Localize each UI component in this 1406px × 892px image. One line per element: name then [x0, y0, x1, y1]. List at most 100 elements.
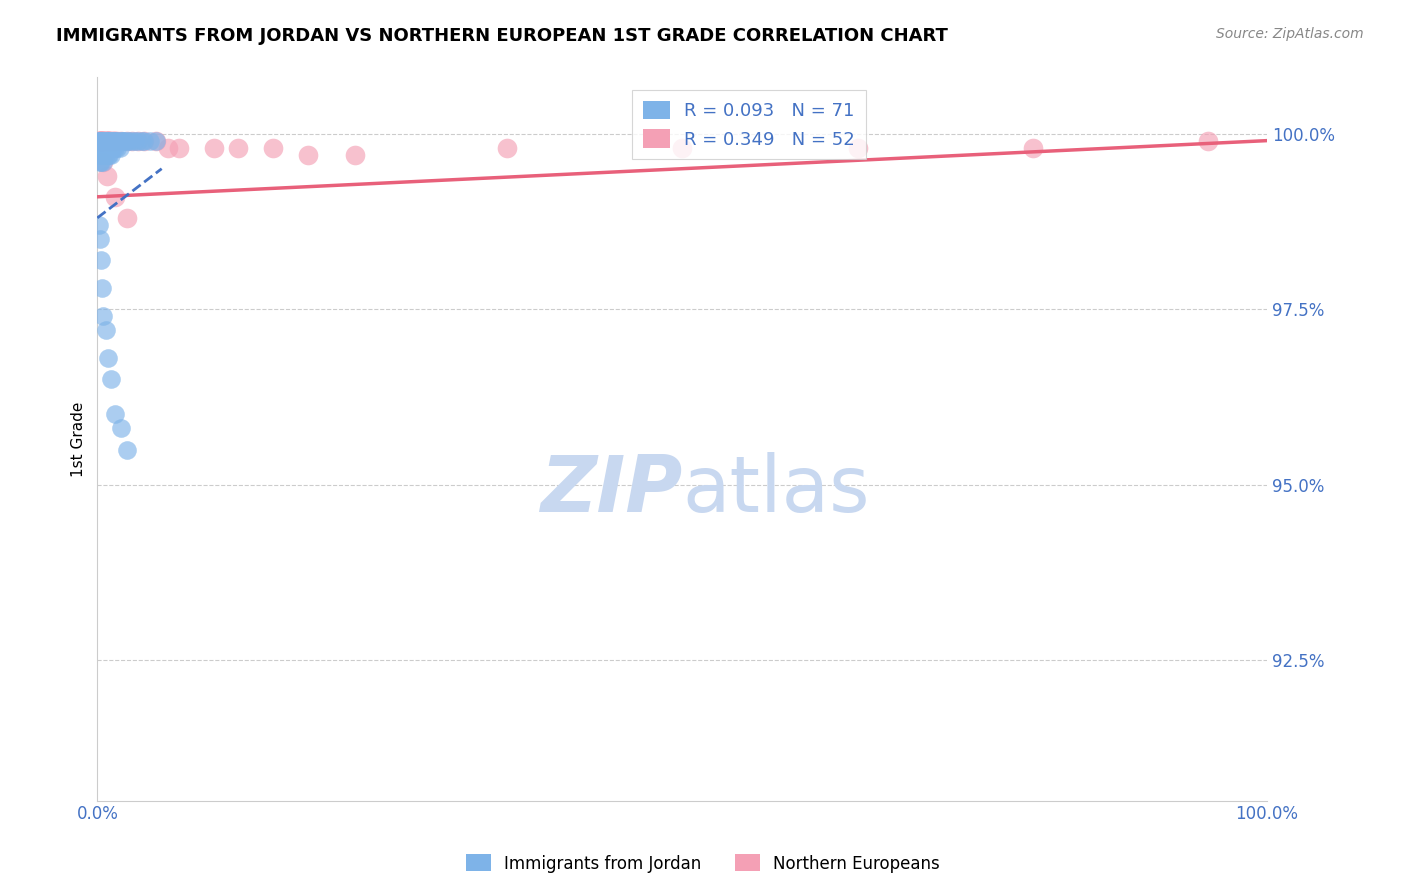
Point: [110, 134, 132, 148]
Point: [87, 134, 110, 148]
Point: [495, 141, 517, 155]
Point: [91, 147, 114, 161]
Point: [98, 147, 121, 161]
Point: [115, 134, 138, 148]
Point: [89, 134, 111, 148]
Point: [156, 141, 179, 155]
Point: [94, 134, 117, 148]
Point: [121, 134, 143, 148]
Point: [91, 134, 114, 148]
Point: [145, 134, 167, 148]
Point: [94, 134, 117, 148]
Point: [101, 141, 124, 155]
Point: [93, 141, 115, 155]
Point: [91, 134, 114, 148]
Point: [89, 147, 111, 161]
Text: IMMIGRANTS FROM JORDAN VS NORTHERN EUROPEAN 1ST GRADE CORRELATION CHART: IMMIGRANTS FROM JORDAN VS NORTHERN EUROP…: [56, 27, 948, 45]
Point: [90, 134, 112, 148]
Point: [98, 134, 121, 148]
Point: [89, 134, 111, 148]
Point: [131, 134, 153, 148]
Point: [107, 134, 129, 148]
Point: [87, 147, 110, 161]
Point: [91, 141, 114, 155]
Point: [104, 190, 127, 204]
Point: [87, 134, 110, 148]
Point: [167, 141, 190, 155]
Point: [87, 218, 110, 232]
Point: [100, 147, 122, 161]
Point: [91, 309, 114, 323]
Point: [91, 134, 114, 148]
Point: [91, 147, 114, 161]
Point: [112, 134, 135, 148]
Point: [87, 134, 110, 148]
Point: [98, 141, 121, 155]
Point: [139, 134, 162, 148]
Point: [105, 134, 128, 148]
Point: [89, 134, 111, 148]
Point: [91, 154, 114, 169]
Point: [96, 141, 118, 155]
Point: [91, 134, 114, 148]
Point: [97, 134, 120, 148]
Point: [89, 232, 111, 246]
Point: [90, 147, 112, 161]
Point: [89, 141, 111, 155]
Point: [91, 141, 114, 155]
Point: [108, 141, 131, 155]
Point: [90, 141, 112, 155]
Point: [91, 134, 114, 148]
Point: [90, 134, 112, 148]
Point: [91, 134, 114, 148]
Point: [98, 134, 121, 148]
Point: [101, 134, 124, 148]
Text: Source: ZipAtlas.com: Source: ZipAtlas.com: [1216, 27, 1364, 41]
Point: [94, 134, 117, 148]
Point: [94, 141, 117, 155]
Point: [110, 134, 132, 148]
Point: [202, 141, 225, 155]
Point: [94, 147, 117, 161]
Point: [98, 134, 121, 148]
Point: [97, 134, 120, 148]
Point: [98, 134, 121, 148]
Point: [101, 134, 124, 148]
Point: [87, 141, 110, 155]
Point: [91, 281, 114, 295]
Point: [297, 147, 319, 161]
Y-axis label: 1st Grade: 1st Grade: [72, 401, 86, 476]
Point: [89, 134, 111, 148]
Legend: R = 0.093   N = 71, R = 0.349   N = 52: R = 0.093 N = 71, R = 0.349 N = 52: [633, 90, 866, 160]
Point: [846, 141, 869, 155]
Point: [111, 134, 134, 148]
Point: [103, 134, 125, 148]
Legend: Immigrants from Jordan, Northern Europeans: Immigrants from Jordan, Northern Europea…: [460, 847, 946, 880]
Point: [90, 154, 112, 169]
Point: [91, 134, 114, 148]
Point: [93, 134, 115, 148]
Point: [100, 134, 122, 148]
Point: [100, 134, 122, 148]
Text: ZIP: ZIP: [540, 451, 682, 528]
Point: [127, 134, 149, 148]
Point: [93, 134, 115, 148]
Point: [121, 134, 143, 148]
Point: [98, 134, 121, 148]
Point: [124, 134, 146, 148]
Point: [115, 134, 138, 148]
Point: [90, 134, 112, 148]
Point: [87, 134, 110, 148]
Point: [134, 134, 156, 148]
Point: [104, 141, 127, 155]
Point: [97, 147, 120, 161]
Point: [112, 134, 135, 148]
Point: [115, 442, 138, 457]
Point: [1022, 141, 1045, 155]
Point: [127, 134, 149, 148]
Point: [262, 141, 284, 155]
Point: [93, 134, 115, 148]
Point: [105, 141, 128, 155]
Point: [671, 141, 693, 155]
Point: [103, 134, 125, 148]
